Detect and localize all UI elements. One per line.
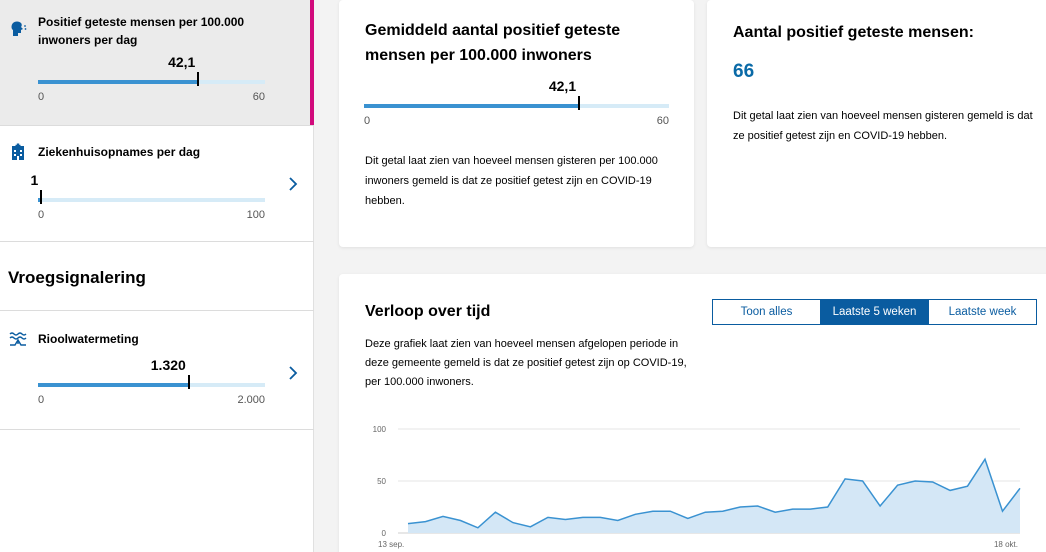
sidebar-item-rioolwater[interactable]: Rioolwatermeting 1.320 0 2.000	[0, 310, 314, 430]
bar-value: 42,1	[168, 54, 196, 70]
sidebar-bar-ziekenhuis: 1 0 100	[30, 172, 265, 221]
bar-fill	[38, 198, 41, 202]
card-total-positive: Aantal positief geteste mensen: 66 Dit g…	[707, 0, 1046, 247]
bar-track	[38, 383, 265, 387]
chevron-right-icon[interactable]	[286, 176, 300, 192]
bar-max: 60	[656, 115, 669, 127]
bar-min: 0	[38, 394, 45, 406]
x-tick-end: 18 okt.	[994, 540, 1018, 549]
bar-fill	[364, 104, 579, 108]
bar-fill	[38, 383, 188, 387]
chart-line	[407, 457, 1021, 529]
sidebar-bar-rioolwater: 1.320 0 2.000	[38, 357, 265, 406]
bar-max: 2.000	[237, 394, 265, 406]
card-average-bar: 42,1 0 60	[364, 78, 669, 127]
hospital-icon	[12, 143, 24, 160]
chevron-right-icon[interactable]	[286, 365, 300, 381]
toggle-show-all[interactable]: Toon alles	[713, 300, 821, 324]
card-average-positive: Gemiddeld aantal positief geteste mensen…	[339, 0, 694, 247]
x-tick-start: 13 sep.	[378, 540, 404, 549]
bar-value: 42,1	[548, 78, 577, 94]
bar-min: 0	[38, 209, 45, 221]
bar-max: 100	[246, 209, 265, 221]
card-title: Aantal positief geteste mensen:	[733, 24, 974, 41]
card-description: Dit getal laat zien van hoeveel mensen g…	[733, 110, 1033, 142]
sidebar-item-ziekenhuisopnames[interactable]: Ziekenhuisopnames per dag 1 0 100	[0, 126, 314, 242]
bar-value: 1.320	[150, 357, 186, 373]
sidebar-item-positief-geteste[interactable]: Positief geteste mensen per 100.000 inwo…	[0, 0, 314, 126]
card-description: Deze grafiek laat zien van hoeveel mense…	[365, 338, 687, 388]
bar-track	[38, 80, 265, 84]
card-title: Gemiddeld aantal positief geteste mensen…	[365, 22, 621, 64]
sidebar-item-label: Ziekenhuisopnames per dag	[38, 145, 201, 159]
bar-track	[38, 198, 265, 202]
section-heading-vroegsignalering: Vroegsignalering	[8, 268, 146, 287]
y-tick-label: 100	[373, 425, 387, 434]
sidebar: Positief geteste mensen per 100.000 inwo…	[0, 0, 314, 552]
bar-value: 1	[30, 172, 39, 188]
bar-track	[364, 104, 669, 108]
y-tick-label: 50	[377, 477, 386, 486]
card-title: Verloop over tijd	[365, 303, 491, 320]
bar-marker	[187, 375, 190, 389]
toggle-last-5-weeks[interactable]: Laatste 5 weken	[821, 300, 929, 324]
card-description: Dit getal laat zien van hoeveel mensen g…	[365, 155, 658, 207]
bar-marker	[197, 72, 200, 86]
timeline-chart: 100 50 0 13 sep. 18 okt.	[373, 425, 1021, 549]
total-value: 66	[733, 61, 755, 82]
bar-fill	[38, 80, 198, 84]
toggle-last-week[interactable]: Laatste week	[929, 300, 1036, 324]
bar-max: 60	[252, 91, 265, 103]
sewer-water-icon	[9, 332, 27, 346]
sidebar-bar-positief: 42,1 0 60	[38, 54, 265, 103]
y-tick-label: 0	[382, 529, 387, 538]
sidebar-item-label: Rioolwatermeting	[38, 332, 139, 346]
bar-min: 0	[364, 115, 371, 127]
bar-marker	[40, 190, 43, 204]
chart-area	[408, 459, 1020, 533]
bar-marker	[578, 96, 581, 110]
sidebar-item-label: Positief geteste mensen per 100.000 inwo…	[38, 15, 245, 47]
bar-min: 0	[38, 91, 45, 103]
person-coughing-icon	[11, 21, 27, 36]
time-range-toggle: Toon alles Laatste 5 weken Laatste week	[712, 299, 1037, 325]
